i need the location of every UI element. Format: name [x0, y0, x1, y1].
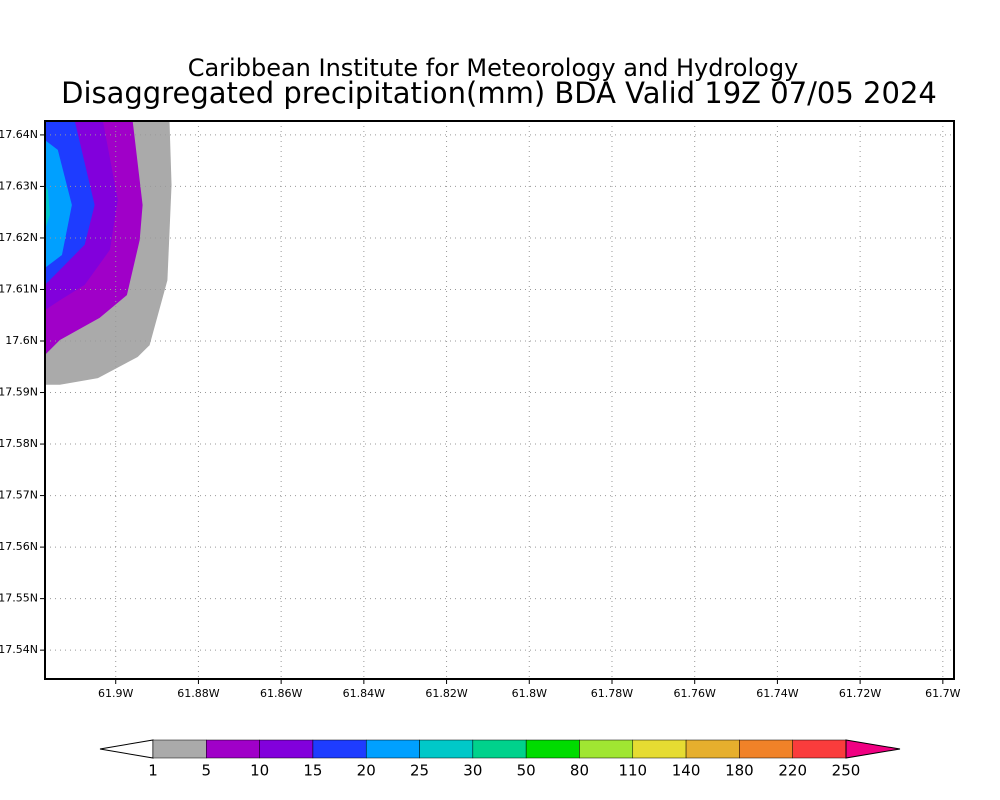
colorbar-box [525, 739, 580, 759]
colorbar-box [365, 739, 420, 759]
colorbar-label: 180 [725, 762, 754, 780]
colorbar-box [579, 739, 634, 759]
colorbar-label: 15 [303, 762, 322, 780]
y-tick-label: 17.64N [0, 128, 38, 141]
colorbar-label: 25 [410, 762, 429, 780]
precip-region [45, 184, 50, 230]
axes: 61.9W 61.88W 61.86W 61.84W 61.82W 61.8W 61.78W… [0, 128, 961, 700]
y-tick-label: 17.56N [0, 540, 38, 553]
x-tick-label: 61.7W [925, 687, 960, 700]
x-tick-label: 61.86W [260, 687, 302, 700]
colorbar-label: 1 [148, 762, 158, 780]
plot-frame [44, 120, 955, 680]
chart-title: Caribbean Institute for Meteorology and … [188, 54, 799, 82]
colorbar-label: 5 [202, 762, 212, 780]
colorbar-box [206, 739, 260, 759]
colorbar-box [792, 739, 847, 759]
y-tick-label: 17.6N [5, 334, 38, 347]
x-tick-label: 61.74W [756, 687, 798, 700]
colorbar-box [312, 739, 367, 759]
colorbar-label: 110 [618, 762, 647, 780]
x-tick-label: 61.78W [591, 687, 633, 700]
colorbar-box [685, 739, 740, 759]
chart-subtitle: Disaggregated precipitation(mm) BDA Vali… [61, 76, 937, 110]
colorbar-box [152, 739, 207, 759]
colorbar-high [845, 739, 901, 759]
colorbar-box [419, 739, 474, 759]
colorbar-box [739, 739, 793, 759]
colorbar-label: 10 [250, 762, 269, 780]
x-tick-label: 61.88W [177, 687, 219, 700]
y-tick-label: 17.55N [0, 592, 38, 605]
colorbar-box [472, 739, 527, 759]
colorbar-label: 250 [832, 762, 861, 780]
grid [45, 121, 954, 679]
y-tick-label: 17.61N [0, 282, 38, 295]
colorbar-box [259, 739, 314, 759]
precip-region [45, 140, 72, 268]
y-tick-label: 17.57N [0, 489, 38, 502]
colorbar-label: 220 [778, 762, 807, 780]
y-tick-label: 17.54N [0, 643, 38, 656]
x-tick-label: 61.76W [674, 687, 716, 700]
y-tick-label: 17.59N [0, 386, 38, 399]
colorbar-label: 140 [672, 762, 701, 780]
colorbar-label: 20 [357, 762, 376, 780]
x-tick-label: 61.82W [425, 687, 467, 700]
colorbar-label: 80 [570, 762, 589, 780]
y-tick-label: 17.63N [0, 179, 38, 192]
colorbar-label: 50 [517, 762, 536, 780]
colorbar-box [632, 739, 687, 759]
contour-layer [45, 121, 172, 385]
x-tick-label: 61.84W [343, 687, 385, 700]
x-tick-label: 61.72W [839, 687, 881, 700]
x-tick-label: 61.8W [512, 687, 547, 700]
x-tick-label: 61.9W [98, 687, 133, 700]
colorbar-label: 30 [463, 762, 482, 780]
y-tick-label: 17.58N [0, 437, 38, 450]
colorbar: 1 5 10 15 20 25 30 50 80 110 140 180 220 250 [99, 739, 901, 780]
y-tick-label: 17.62N [0, 231, 38, 244]
